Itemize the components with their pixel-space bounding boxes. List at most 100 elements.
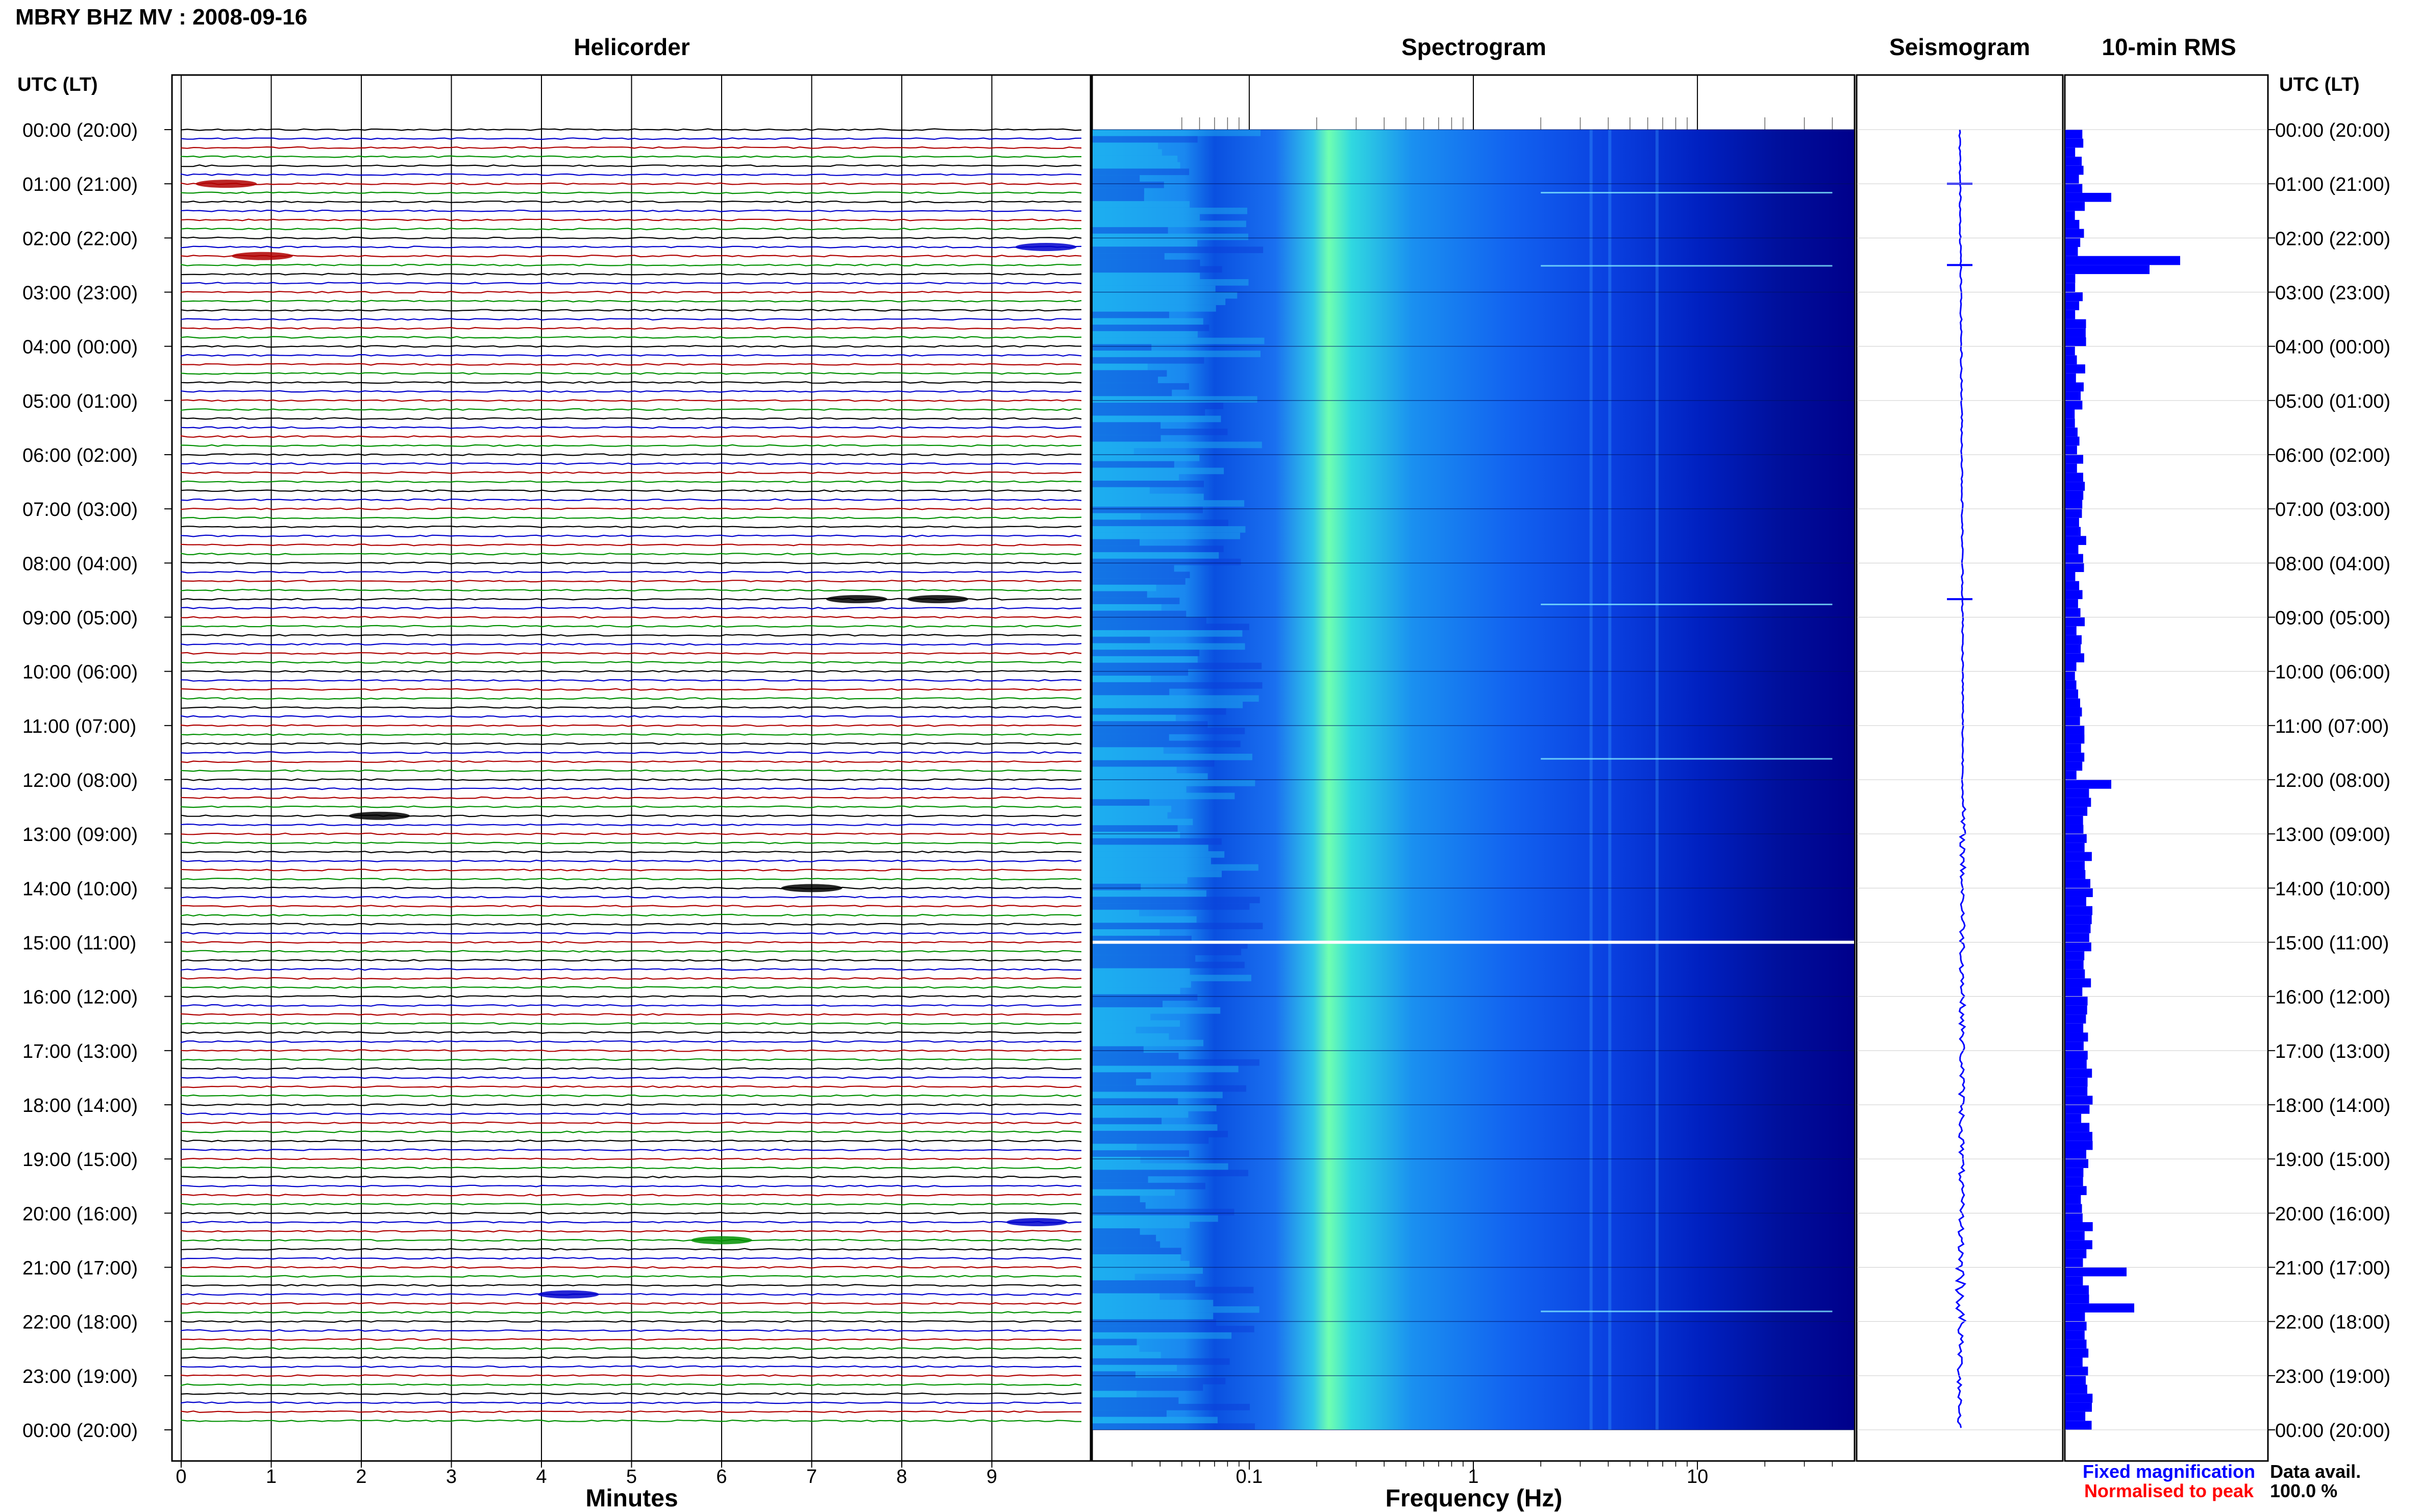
helicorder-xtick-label: 9 (986, 1466, 997, 1488)
helicorder-trace (180, 588, 1082, 592)
spectrogram-streak (1093, 1039, 1203, 1047)
helicorder-event (537, 1290, 599, 1299)
spectrogram-streak (1093, 617, 1206, 624)
spectrogram-streak (1093, 806, 1172, 812)
rms-bar (2065, 1195, 2081, 1204)
spectrogram-streak (1093, 493, 1204, 501)
rms-bar (2065, 689, 2079, 699)
time-label-left: 01:00 (21:00) (22, 174, 138, 195)
rms-bar (2065, 265, 2150, 275)
spectrogram-streak (1093, 500, 1245, 507)
helicorder-trace (180, 733, 1082, 736)
time-label-left: 06:00 (02:00) (22, 445, 138, 466)
time-label-right: 00:00 (20:00) (2275, 120, 2390, 141)
helicorder-xtick-label: 2 (356, 1466, 366, 1488)
spectrogram-streak (1093, 1391, 1137, 1398)
helicorder-trace (180, 950, 1082, 953)
rms-bar (2065, 1014, 2086, 1024)
helicorder-trace (180, 290, 1082, 294)
spectrogram-streak (1093, 1150, 1189, 1157)
rms-bar (2065, 1177, 2083, 1186)
helicorder-trace (180, 1356, 1082, 1359)
spectrogram-streak (1093, 1365, 1177, 1372)
rms-bar (2065, 147, 2076, 157)
rms-bar (2065, 563, 2084, 572)
spectrogram-streak (1093, 377, 1158, 383)
spectrogram-streak (1093, 676, 1151, 682)
time-label-left: 18:00 (14:00) (22, 1095, 138, 1117)
helicorder-trace (180, 769, 1082, 772)
rms-bar (2065, 635, 2082, 645)
helicorder-trace (180, 354, 1082, 357)
helicorder-trace (180, 715, 1082, 718)
spectrogram-streak (1093, 214, 1200, 221)
spectrogram-streak (1093, 584, 1156, 591)
spectrogram-streak (1093, 1118, 1162, 1125)
spectrogram-streak (1093, 591, 1147, 598)
rms-bar (2065, 391, 2081, 401)
rms-bar (2065, 861, 2085, 870)
helicorder-trace (180, 480, 1082, 483)
spectrogram-streak (1093, 1156, 1141, 1163)
helicorder-trace (180, 317, 1082, 321)
rms-bar (2065, 870, 2086, 879)
spectrogram-streak (1093, 740, 1241, 748)
helicorder-trace (180, 760, 1082, 763)
rms-bar (2065, 1402, 2092, 1412)
helicorder-trace (180, 336, 1082, 339)
helicorder-trace (180, 453, 1081, 456)
spectrogram-streak (1093, 857, 1211, 864)
time-label-right: 13:00 (09:00) (2275, 824, 2390, 846)
rms-bar (2065, 1411, 2086, 1421)
spectrogram-streak (1093, 487, 1150, 494)
rms-bar (2065, 1186, 2087, 1195)
rms-bar (2065, 292, 2083, 302)
spectrogram-event (1541, 603, 1833, 605)
rms-bar (2065, 1384, 2087, 1394)
helicorder-trace (180, 1266, 1082, 1269)
rms-bar (2065, 1375, 2086, 1385)
helicorder-trace (180, 697, 1082, 700)
helicorder-trace (180, 182, 1082, 185)
spectrogram-streak (1093, 188, 1144, 195)
spectrogram-streak (1093, 1280, 1195, 1287)
helicorder-trace (180, 1103, 1082, 1106)
rms-title: 10-min RMS (2102, 34, 2236, 60)
time-label-left: 23:00 (19:00) (22, 1366, 138, 1387)
rms-bar (2065, 527, 2081, 536)
spectrogram-streak (1093, 662, 1262, 670)
spectrogram-streak (1093, 1345, 1140, 1352)
rms-bar (2065, 1150, 2086, 1159)
helicorder-trace (180, 859, 1082, 862)
helicorder-event (691, 1236, 752, 1245)
spectrogram-streak (1093, 201, 1190, 208)
time-label-left: 17:00 (13:00) (22, 1041, 138, 1062)
legend-normalised: Normalised to peak (2084, 1480, 2254, 1501)
helicorder-xtick-label: 7 (806, 1466, 817, 1488)
helicorder-trace (180, 1194, 1081, 1197)
spectrogram-streak (1093, 1059, 1260, 1066)
spectrogram-streak (1093, 331, 1198, 338)
rms-bar (2065, 1086, 2088, 1096)
helicorder-trace (180, 787, 1082, 790)
rms-bar (2065, 274, 2076, 283)
spectrogram-streak (1093, 175, 1140, 182)
spectrogram-streak (1093, 812, 1168, 819)
spectrogram-streak (1093, 845, 1208, 852)
seismogram-trace (1857, 129, 2062, 1430)
spectrogram-streak (1093, 162, 1180, 169)
spectrogram-streak (1093, 1124, 1218, 1131)
rms-bar (2065, 1077, 2088, 1087)
rms-bar (2065, 996, 2088, 1006)
spectrogram-streak (1093, 1293, 1160, 1300)
helicorder-trace (180, 642, 1082, 646)
helicorder-trace (180, 489, 1082, 492)
helicorder-trace (180, 1248, 1082, 1251)
time-label-right: 03:00 (23:00) (2275, 283, 2390, 304)
rms-bar (2065, 698, 2080, 708)
spectrogram-streak (1093, 403, 1223, 409)
helicorder-xlabel: Minutes (585, 1485, 678, 1512)
rms-bar (2065, 1330, 2085, 1340)
helicorder-trace (180, 200, 1082, 204)
time-label-left: 21:00 (17:00) (22, 1258, 138, 1279)
